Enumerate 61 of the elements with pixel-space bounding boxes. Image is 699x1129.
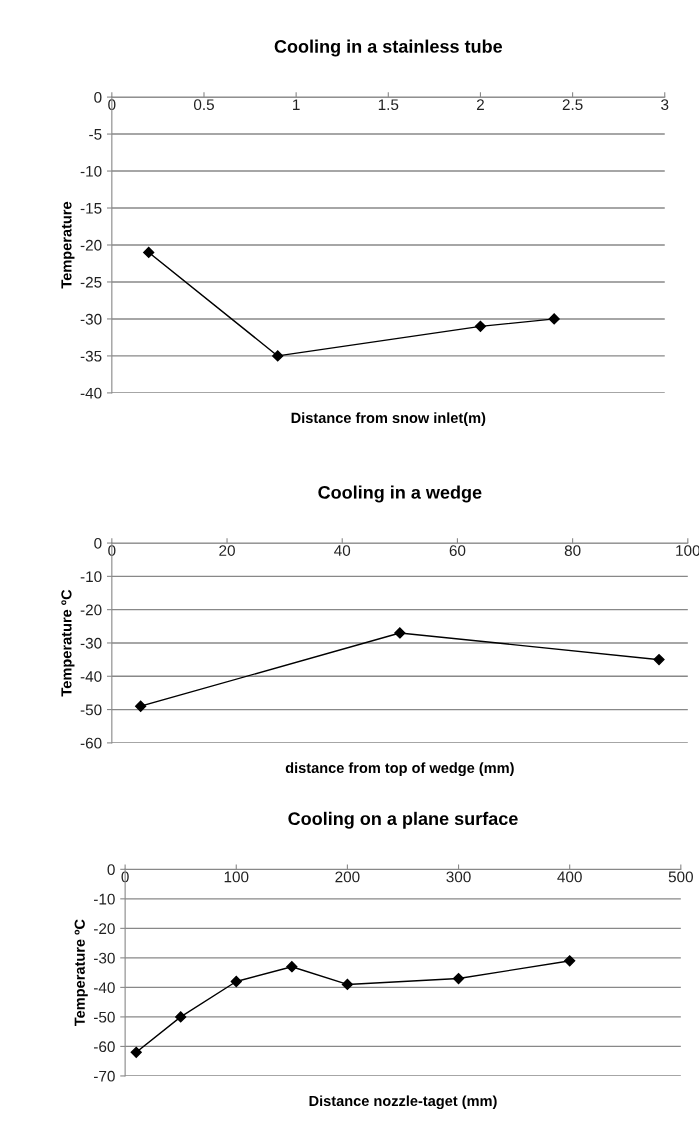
x-tick-label: 2 (476, 99, 484, 110)
y-tick-label: -15 (80, 203, 102, 214)
x-tick-label: 300 (446, 871, 471, 883)
x-tick-label: 0.5 (193, 99, 214, 111)
y-tick-label: -30 (94, 952, 115, 964)
x-axis-title: Distance nozzle-taget (mm) (309, 1095, 497, 1110)
y-axis-title: Temperature ºC (74, 919, 88, 1027)
y-tick-label: -10 (94, 893, 115, 905)
x-tick-label: 0 (121, 871, 129, 883)
y-tick-label: -50 (80, 704, 102, 716)
point (564, 955, 576, 967)
point (548, 313, 560, 325)
x-tick-label: 3 (661, 99, 669, 111)
point (135, 700, 147, 712)
y-tick-label: -10 (80, 165, 102, 177)
x-tick-label: 60 (449, 545, 466, 556)
y-axis-title: Temperature (61, 201, 75, 289)
x-tick-label: 200 (335, 871, 360, 883)
x-tick-label: 20 (219, 545, 235, 556)
y-tick-label: -20 (94, 923, 115, 935)
point (394, 627, 406, 639)
point (341, 978, 354, 991)
y-tick-label: -25 (80, 276, 102, 288)
y-tick-label: -10 (80, 571, 102, 583)
y-tick-label: -20 (80, 239, 102, 251)
y-tick-label: -20 (80, 604, 102, 616)
x-axis-title: Distance from snow inlet(m) (291, 412, 486, 426)
point (452, 972, 465, 985)
y-tick-label: -40 (80, 671, 102, 682)
point (474, 320, 487, 332)
x-tick-label: 100 (676, 545, 699, 556)
chart-title: Cooling on a plane surface (288, 811, 518, 829)
y-tick-label: -35 (80, 350, 102, 362)
y-tick-label: -60 (94, 1041, 115, 1053)
y-tick-label: -50 (94, 1011, 115, 1023)
chart-title: Cooling in a wedge (318, 485, 482, 503)
y-tick-label: -70 (94, 1070, 115, 1082)
y-axis-title: Temperature ºC (61, 589, 75, 697)
y-tick-label: -30 (80, 637, 102, 649)
point (653, 654, 665, 666)
x-tick-label: 1 (293, 99, 300, 110)
x-tick-label: 500 (668, 871, 693, 883)
x-tick-label: 80 (564, 545, 581, 556)
x-tick-label: 400 (557, 871, 582, 883)
point (175, 1011, 187, 1023)
x-tick-label: 2.5 (562, 99, 583, 111)
x-tick-label: 40 (334, 545, 351, 556)
y-tick-label: -40 (80, 387, 102, 399)
y-tick-label: -30 (80, 313, 102, 325)
x-tick-label: 1.5 (378, 99, 399, 111)
y-tick-label: -40 (94, 982, 115, 994)
chart-title: Cooling in a stainless tube (274, 39, 503, 57)
y-tick-label: -60 (80, 737, 102, 749)
x-tick-label: 100 (224, 871, 249, 883)
point (143, 246, 155, 258)
point (286, 961, 298, 973)
point (230, 975, 242, 988)
x-axis-title: distance from top of wedge (mm) (285, 762, 514, 776)
point (272, 350, 284, 362)
y-tick-label: -5 (89, 129, 102, 140)
point (130, 1046, 142, 1058)
